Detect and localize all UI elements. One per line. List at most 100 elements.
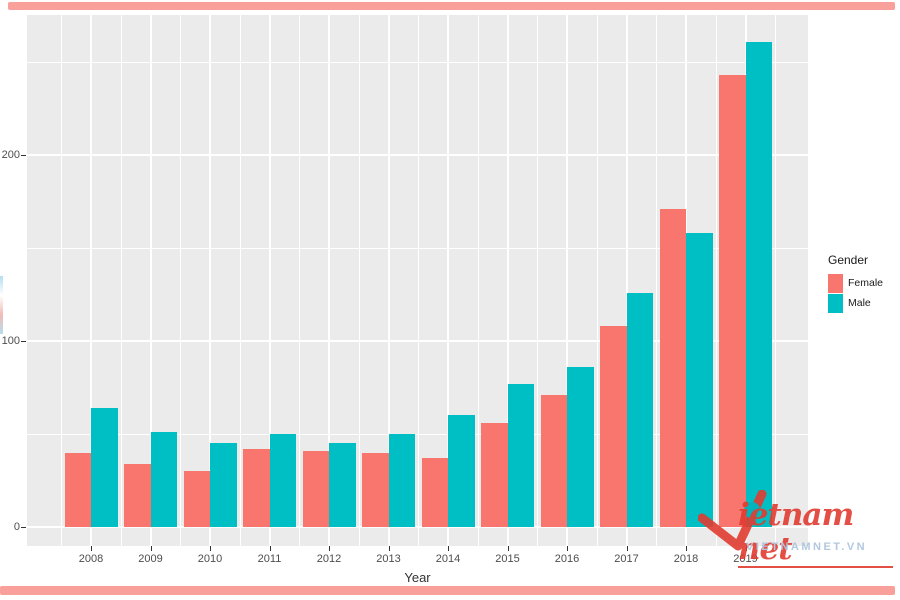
vietnamnet-caption: VIETNAMNET.VN bbox=[746, 541, 868, 553]
bar-male-2014 bbox=[448, 415, 475, 527]
x-tick-label-2014: 2014 bbox=[435, 553, 461, 565]
x-tick-mark-2013 bbox=[388, 546, 390, 551]
gridline-minor-x bbox=[715, 15, 717, 546]
x-tick-mark-2011 bbox=[269, 546, 271, 551]
x-tick-mark-2015 bbox=[507, 546, 509, 551]
bar-male-2018 bbox=[686, 233, 713, 527]
gridline-major-x-2012 bbox=[328, 15, 330, 546]
x-tick-mark-2010 bbox=[210, 546, 211, 551]
legend: Gender Female Male bbox=[828, 253, 883, 313]
x-tick-label-2018: 2018 bbox=[673, 553, 699, 565]
x-tick-mark-2008 bbox=[91, 546, 92, 551]
bar-female-2015 bbox=[481, 422, 508, 527]
gridline-minor-x bbox=[239, 15, 241, 546]
vietnamnet-watermark: ietnamnet VIETNAMNET.VN bbox=[698, 488, 893, 568]
gridline-minor-x bbox=[299, 15, 301, 546]
bar-male-2012 bbox=[329, 443, 356, 527]
x-tick-label-2010: 2010 bbox=[197, 553, 223, 565]
gridline-major-x-2017 bbox=[625, 15, 628, 546]
bottom-border-bar bbox=[0, 586, 895, 595]
x-tick-mark-2019 bbox=[745, 546, 747, 551]
x-tick-label-2012: 2012 bbox=[316, 553, 342, 565]
bar-male-2010 bbox=[210, 443, 237, 527]
gridline-minor-x bbox=[775, 15, 777, 546]
x-tick-label-2016: 2016 bbox=[554, 553, 580, 565]
gridline-minor-x bbox=[180, 15, 182, 546]
plot-panel bbox=[27, 15, 808, 546]
x-tick-mark-2017 bbox=[626, 546, 628, 551]
y-tick-mark-0 bbox=[21, 527, 26, 528]
bar-female-2010 bbox=[183, 471, 210, 527]
gridline-minor-x bbox=[358, 15, 360, 546]
bar-female-2008 bbox=[64, 452, 91, 527]
bar-male-2009 bbox=[150, 432, 177, 527]
gridline-major-y-200 bbox=[27, 154, 808, 156]
x-tick-mark-2009 bbox=[150, 546, 152, 551]
x-tick-label-2008: 2008 bbox=[78, 553, 104, 565]
y-tick-mark-200 bbox=[21, 155, 26, 156]
gridline-minor-x bbox=[120, 15, 122, 546]
x-tick-label-2009: 2009 bbox=[138, 553, 163, 565]
x-axis-title: Year bbox=[404, 570, 431, 585]
vietnamnet-logo-icon bbox=[698, 490, 767, 551]
x-tick-label-2017: 2017 bbox=[614, 553, 639, 565]
bar-male-2016 bbox=[567, 367, 594, 527]
gridline-minor-y-250 bbox=[27, 62, 808, 63]
gridline-major-y-0 bbox=[27, 526, 808, 528]
bar-male-2019 bbox=[745, 41, 772, 527]
gridline-major-y-100 bbox=[27, 340, 808, 342]
x-tick-mark-2018 bbox=[686, 546, 687, 551]
y-tick-mark-100 bbox=[21, 341, 26, 342]
bar-female-2011 bbox=[243, 448, 270, 527]
gridline-minor-y-50 bbox=[27, 434, 808, 435]
legend-title: Gender bbox=[828, 253, 869, 267]
legend-label-male: Male bbox=[848, 297, 871, 309]
bar-female-2009 bbox=[124, 463, 151, 527]
top-border-bar bbox=[8, 2, 895, 10]
gridline-major-x-2009 bbox=[149, 15, 152, 546]
bar-female-2019 bbox=[719, 75, 746, 527]
bar-female-2014 bbox=[421, 458, 448, 527]
legend-item-male: Male bbox=[828, 293, 883, 313]
bar-female-2018 bbox=[659, 208, 686, 527]
bar-male-2015 bbox=[507, 383, 534, 527]
gridline-major-x-2016 bbox=[566, 15, 568, 546]
gridline-minor-x bbox=[656, 15, 658, 546]
cropped-edge-artifact bbox=[0, 276, 3, 334]
female-color-swatch bbox=[828, 273, 843, 293]
x-tick-mark-2014 bbox=[448, 546, 449, 551]
vietnamnet-logo-text: ietnamnet bbox=[738, 498, 893, 568]
y-tick-label-0: 0 bbox=[13, 521, 20, 533]
bar-male-2017 bbox=[626, 292, 653, 527]
gridline-minor-x bbox=[477, 15, 479, 546]
gridline-minor-x bbox=[61, 15, 63, 546]
x-tick-mark-2012 bbox=[329, 546, 330, 551]
x-tick-label-2011: 2011 bbox=[257, 553, 282, 565]
legend-item-female: Female bbox=[828, 273, 883, 293]
bar-female-2012 bbox=[302, 450, 329, 527]
legend-label-female: Female bbox=[848, 277, 884, 289]
male-color-swatch bbox=[828, 293, 843, 313]
bar-female-2016 bbox=[540, 394, 567, 527]
y-tick-label-200: 200 bbox=[1, 149, 20, 161]
bar-female-2013 bbox=[362, 452, 389, 527]
gridline-minor-x bbox=[596, 15, 598, 546]
gridline-minor-x bbox=[418, 15, 420, 546]
gridline-major-x-2014 bbox=[447, 15, 449, 546]
gridline-major-x-2010 bbox=[209, 15, 211, 546]
bar-male-2008 bbox=[91, 407, 118, 527]
bar-male-2013 bbox=[388, 434, 415, 527]
x-tick-label-2013: 2013 bbox=[376, 553, 401, 565]
gridline-major-x-2008 bbox=[90, 15, 92, 546]
gridline-minor-x bbox=[537, 15, 539, 546]
gridline-major-x-2013 bbox=[387, 15, 390, 546]
gridline-major-x-2011 bbox=[268, 15, 271, 546]
gridline-minor-y-150 bbox=[27, 248, 808, 249]
x-tick-label-2019: 2019 bbox=[733, 553, 758, 565]
x-tick-label-2015: 2015 bbox=[495, 553, 520, 565]
bar-female-2017 bbox=[600, 326, 627, 527]
gridline-major-x-2015 bbox=[506, 15, 509, 546]
y-tick-label-100: 100 bbox=[1, 335, 20, 347]
bar-male-2011 bbox=[269, 434, 296, 527]
